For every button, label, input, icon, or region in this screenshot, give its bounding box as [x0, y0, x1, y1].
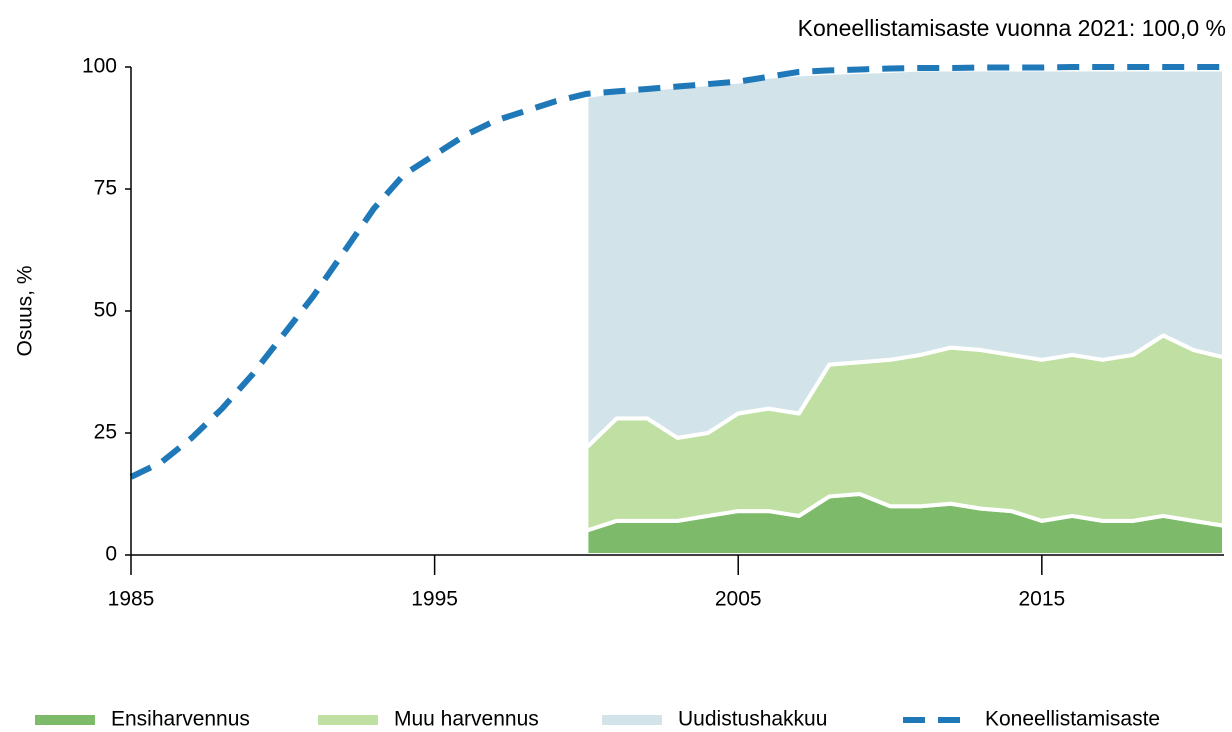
area	[584, 67, 1226, 450]
y-axis-label: Osuus, %	[14, 265, 37, 356]
x-tick-label: 2015	[1018, 588, 1065, 611]
y-tick-label: 25	[94, 421, 117, 444]
legend-label: Koneellistamisaste	[985, 708, 1160, 731]
legend-swatch	[318, 715, 378, 725]
x-tick-label: 1995	[411, 588, 458, 611]
legend-label: Muu harvennus	[394, 708, 539, 731]
y-tick-label: 75	[94, 177, 117, 200]
y-tick-label: 0	[105, 543, 117, 566]
x-tick-label: 2005	[715, 588, 762, 611]
y-tick-label: 100	[82, 55, 117, 78]
y-tick-label: 50	[94, 299, 117, 322]
line	[129, 64, 1224, 480]
legend-swatch	[35, 715, 95, 725]
legend-swatch	[602, 715, 662, 725]
legend-label: Ensiharvennus	[111, 708, 250, 731]
chart-title: Koneellistamisaste vuonna 2021: 100,0 %	[798, 15, 1226, 41]
x-tick-label: 1985	[108, 588, 155, 611]
legend-label: Uudistushakkuu	[678, 708, 827, 731]
